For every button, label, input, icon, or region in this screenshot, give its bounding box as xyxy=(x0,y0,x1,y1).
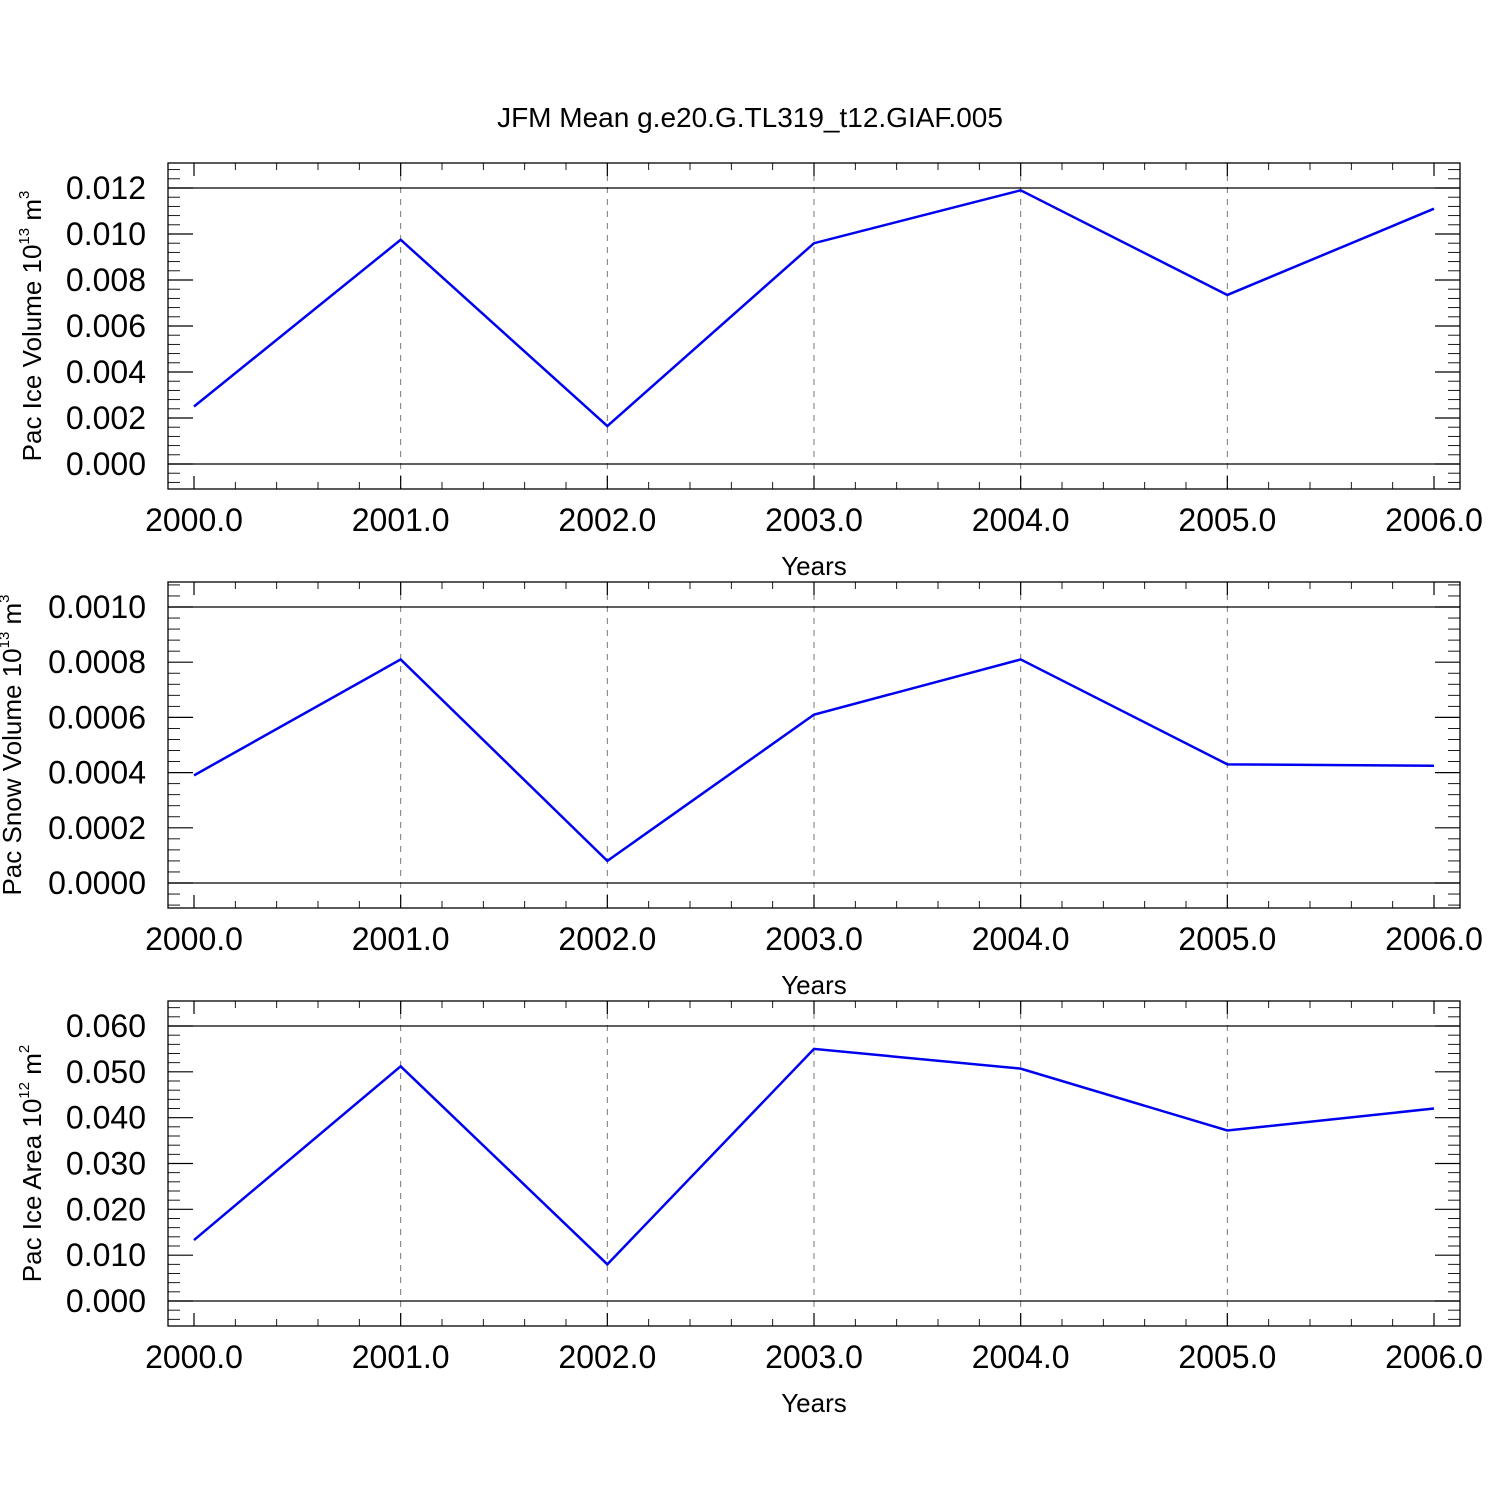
x-tick-label: 2000.0 xyxy=(145,502,243,538)
x-tick-label: 2006.0 xyxy=(1385,921,1483,957)
y-axis-label-unit-exponent: 2 xyxy=(16,1045,33,1053)
x-tick-label: 2002.0 xyxy=(558,502,656,538)
series-line xyxy=(193,188,1435,428)
y-axis-label-exponent: 12 xyxy=(16,1082,33,1099)
y-axis-label-unit-exponent: 3 xyxy=(16,191,33,199)
x-axis-label: Years xyxy=(781,1388,847,1418)
y-tick-label: 0.0002 xyxy=(48,810,146,846)
y-tick-label: 0.004 xyxy=(66,354,146,390)
x-tick-label: 2001.0 xyxy=(352,502,450,538)
x-tick-label: 2001.0 xyxy=(352,921,450,957)
y-axis-label: Pac Snow Volume 1013 m3 xyxy=(0,594,27,895)
y-tick-label: 0.008 xyxy=(66,262,146,298)
panel-2: 2000.0 2001.0 2002.0 2003.0 2004.0 2005.0 2006… xyxy=(0,581,1483,1000)
y-tick-label: 0.020 xyxy=(66,1191,146,1227)
series-line xyxy=(193,1047,1435,1267)
x-tick-label: 2000.0 xyxy=(145,921,243,957)
x-tick-label: 2001.0 xyxy=(352,1339,450,1375)
y-axis-label-exponent: 13 xyxy=(16,228,33,245)
y-tick-label: 0.0000 xyxy=(48,865,146,901)
y-tick-label: 0.000 xyxy=(66,1283,146,1319)
x-tick-label: 2003.0 xyxy=(765,921,863,957)
series-line xyxy=(193,657,1435,863)
y-axis-label: Pac Ice Volume 1013 m3 xyxy=(16,191,47,462)
y-tick-label: 0.030 xyxy=(66,1146,146,1182)
y-tick-label: 0.010 xyxy=(66,216,146,252)
y-tick-label: 0.040 xyxy=(66,1100,146,1136)
y-axis-label-unit: m xyxy=(17,199,47,228)
panel-3: 2000.0 2001.0 2002.0 2003.0 2004.0 2005.0 2006… xyxy=(16,1000,1483,1418)
y-axis-label-text: Pac Ice Volume 10 xyxy=(17,245,47,462)
x-tick-label: 2002.0 xyxy=(558,1339,656,1375)
y-tick-label: 0.0006 xyxy=(48,699,146,735)
panel-1: 2000.0 2001.0 2002.0 2003.0 2004.0 2005.0 2006… xyxy=(16,162,1483,581)
y-tick-label: 0.0010 xyxy=(48,589,146,625)
y-axis-label-unit: m xyxy=(0,603,27,632)
x-axis-label: Years xyxy=(781,970,847,1000)
x-tick-label: 2003.0 xyxy=(765,502,863,538)
y-tick-label: 0.0008 xyxy=(48,644,146,680)
y-tick-label: 0.010 xyxy=(66,1237,146,1273)
chart-title: JFM Mean g.e20.G.TL319_t12.GIAF.005 xyxy=(497,102,1003,133)
x-tick-label: 2005.0 xyxy=(1178,502,1276,538)
y-axis-label: Pac Ice Area 1012 m2 xyxy=(16,1045,47,1282)
y-tick-label: 0.002 xyxy=(66,400,146,436)
x-tick-label: 2000.0 xyxy=(145,1339,243,1375)
x-tick-label: 2003.0 xyxy=(765,1339,863,1375)
y-tick-label: 0.006 xyxy=(66,308,146,344)
y-axis-label-unit: m xyxy=(17,1053,47,1082)
y-tick-label: 0.000 xyxy=(66,446,146,482)
x-tick-label: 2006.0 xyxy=(1385,1339,1483,1375)
y-axis-label-text: Pac Ice Area 10 xyxy=(17,1099,47,1283)
x-axis-label: Years xyxy=(781,551,847,581)
x-tick-label: 2004.0 xyxy=(972,1339,1070,1375)
x-tick-label: 2006.0 xyxy=(1385,502,1483,538)
x-tick-label: 2004.0 xyxy=(972,921,1070,957)
y-axis-label-exponent: 13 xyxy=(0,632,13,649)
panels: 2000.0 2001.0 2002.0 2003.0 2004.0 2005.0 2006… xyxy=(0,162,1483,1418)
y-axis-label-text: Pac Snow Volume 10 xyxy=(0,648,27,895)
x-tick-label: 2005.0 xyxy=(1178,1339,1276,1375)
x-tick-label: 2005.0 xyxy=(1178,921,1276,957)
y-tick-label: 0.060 xyxy=(66,1008,146,1044)
x-tick-label: 2002.0 xyxy=(558,921,656,957)
y-axis-label-unit-exponent: 3 xyxy=(0,594,13,602)
y-tick-label: 0.0004 xyxy=(48,755,146,791)
x-tick-label: 2004.0 xyxy=(972,502,1070,538)
y-tick-label: 0.012 xyxy=(66,170,146,206)
y-tick-label: 0.050 xyxy=(66,1054,146,1090)
